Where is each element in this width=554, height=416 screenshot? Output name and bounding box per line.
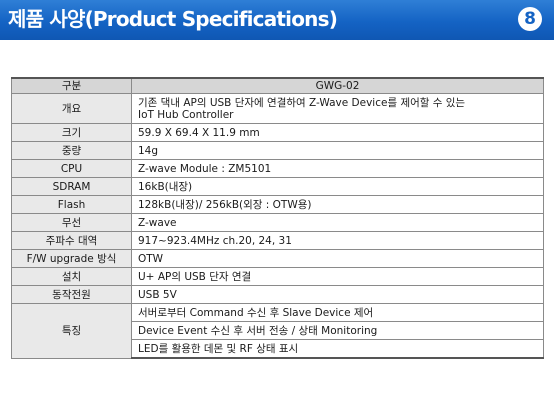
row-features-2: Device Event 수신 후 서버 전송 / 상태 Monitoring [12,321,544,340]
row-label: 주파수 대역 [11,231,132,250]
spec-table: 구분 GWG-02 개요 기존 댁내 AP의 USB 단자에 연결하여 Z-Wa… [11,77,544,359]
feature-item: LED를 활용한 데몬 및 RF 상태 표시 [131,339,544,359]
row-value: USB 5V [131,285,544,304]
row-sdram: SDRAM 16kB(내장) [11,177,544,196]
row-label: 크기 [11,123,132,142]
row-label: 중량 [11,141,132,160]
row-fw-upgrade: F/W upgrade 방식 OTW [11,249,544,268]
row-value: OTW [131,249,544,268]
overview-line: 기존 댁내 AP의 USB 단자에 연결하여 Z-Wave Device를 제어… [138,96,466,109]
row-flash: Flash 128kB(내장)/ 256kB(외장 : OTW용) [11,195,544,214]
row-features-3: LED를 활용한 데몬 및 RF 상태 표시 [12,339,544,359]
page-title: 제품 사양(Product Specifications) [8,7,338,31]
header-model: GWG-02 [131,77,544,94]
row-value: 917~923.4MHz ch.20, 24, 31 [131,231,544,250]
row-features: 특징 서버로부터 Command 수신 후 Slave Device 제어 [11,303,544,359]
header-category: 구분 [11,77,132,94]
row-label: F/W upgrade 방식 [11,249,132,268]
row-frequency: 주파수 대역 917~923.4MHz ch.20, 24, 31 [11,231,544,250]
row-value: Z-wave Module : ZM5101 [131,159,544,178]
row-label: CPU [11,159,132,178]
overview-line: IoT Hub Controller [138,108,234,121]
row-label: 설치 [11,267,132,286]
row-value: 128kB(내장)/ 256kB(외장 : OTW용) [131,195,544,214]
row-wireless: 무선 Z-wave [11,213,544,232]
row-size: 크기 59.9 X 69.4 X 11.9 mm [11,123,544,142]
row-weight: 중량 14g [11,141,544,160]
row-value: 16kB(내장) [131,177,544,196]
row-value: U+ AP의 USB 단자 연결 [131,267,544,286]
row-label: 동작전원 [11,285,132,304]
row-value: 59.9 X 69.4 X 11.9 mm [131,123,544,142]
row-overview: 개요 기존 댁내 AP의 USB 단자에 연결하여 Z-Wave Device를… [11,93,544,124]
feature-item: Device Event 수신 후 서버 전송 / 상태 Monitoring [131,321,544,340]
row-cpu: CPU Z-wave Module : ZM5101 [11,159,544,178]
row-installation: 설치 U+ AP의 USB 단자 연결 [11,267,544,286]
page-header: 제품 사양(Product Specifications) 8 [0,0,554,40]
row-value: Z-wave [131,213,544,232]
row-label: 특징 [11,303,132,359]
row-label: SDRAM [11,177,132,196]
row-value: 14g [131,141,544,160]
row-label: 개요 [11,93,132,124]
table-header-row: 구분 GWG-02 [11,77,544,94]
row-value: 기존 댁내 AP의 USB 단자에 연결하여 Z-Wave Device를 제어… [131,93,544,124]
feature-item: 서버로부터 Command 수신 후 Slave Device 제어 [131,303,544,322]
page-number-badge: 8 [518,7,542,31]
row-power: 동작전원 USB 5V [11,285,544,304]
row-label: 무선 [11,213,132,232]
row-label: Flash [11,195,132,214]
